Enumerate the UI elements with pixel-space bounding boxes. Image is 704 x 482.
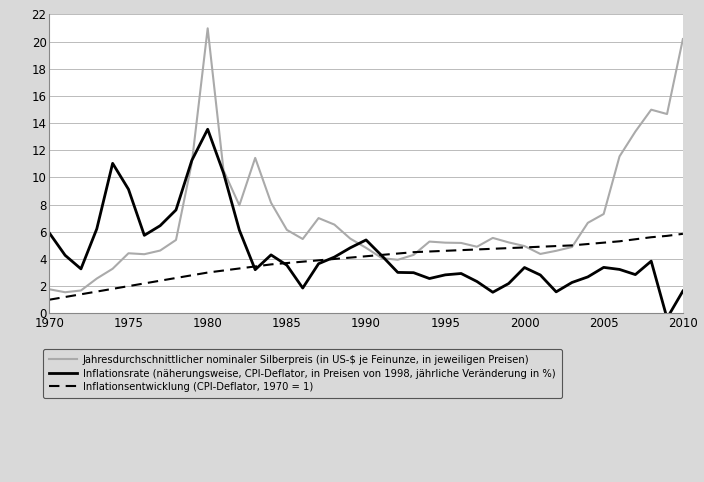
Legend: Jahresdurchschnittlicher nominaler Silberpreis (in US-$ je Feinunze, in jeweilig: Jahresdurchschnittlicher nominaler Silbe… — [43, 349, 562, 398]
